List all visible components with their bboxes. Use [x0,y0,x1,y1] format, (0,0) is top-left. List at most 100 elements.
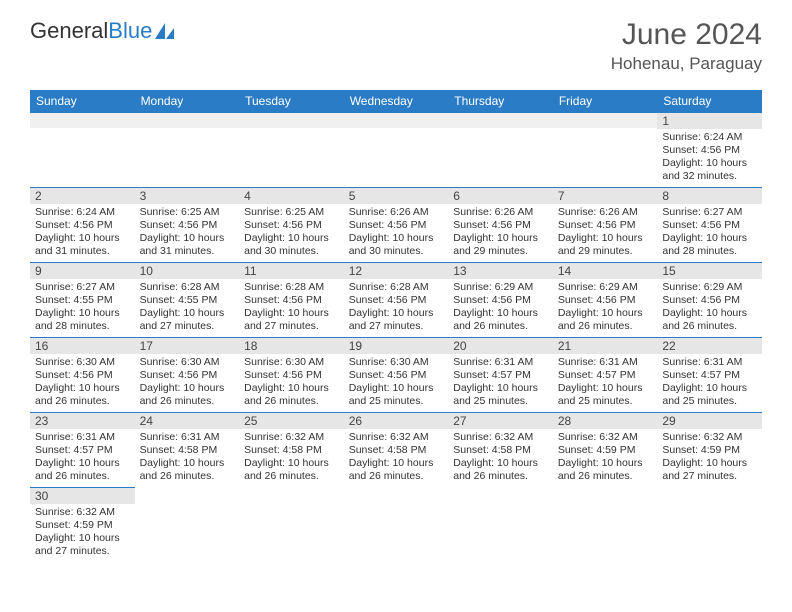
day-sunrise: Sunrise: 6:31 AM [35,431,130,444]
calendar-day-cell [448,487,553,562]
empty-day-bar [553,487,658,503]
calendar-day-cell [553,487,658,562]
day-sunset: Sunset: 4:59 PM [558,444,653,457]
calendar-day-cell: 10Sunrise: 6:28 AMSunset: 4:55 PMDayligh… [135,262,240,337]
day-sunset: Sunset: 4:56 PM [244,219,339,232]
day-daylight2: and 30 minutes. [349,245,444,258]
day-daylight1: Daylight: 10 hours [140,382,235,395]
day-sunrise: Sunrise: 6:26 AM [453,206,548,219]
day-sunset: Sunset: 4:56 PM [35,219,130,232]
day-number: 12 [344,262,449,279]
day-daylight1: Daylight: 10 hours [558,457,653,470]
day-daylight2: and 31 minutes. [35,245,130,258]
day-daylight1: Daylight: 10 hours [453,457,548,470]
calendar-week-row: 30Sunrise: 6:32 AMSunset: 4:59 PMDayligh… [30,487,762,562]
day-body: Sunrise: 6:32 AMSunset: 4:59 PMDaylight:… [30,504,135,562]
calendar-day-cell: 21Sunrise: 6:31 AMSunset: 4:57 PMDayligh… [553,337,658,412]
day-number: 30 [30,487,135,504]
day-number: 27 [448,412,553,429]
day-sunset: Sunset: 4:56 PM [140,219,235,232]
weekday-sunday: Sunday [30,90,135,112]
day-number: 6 [448,187,553,204]
empty-day-bar [135,112,240,128]
day-number: 8 [657,187,762,204]
day-daylight1: Daylight: 10 hours [662,382,757,395]
day-number: 28 [553,412,658,429]
calendar-day-cell: 7Sunrise: 6:26 AMSunset: 4:56 PMDaylight… [553,187,658,262]
day-body: Sunrise: 6:25 AMSunset: 4:56 PMDaylight:… [239,204,344,262]
day-body: Sunrise: 6:31 AMSunset: 4:58 PMDaylight:… [135,429,240,487]
day-body: Sunrise: 6:30 AMSunset: 4:56 PMDaylight:… [135,354,240,412]
empty-day-bar [344,112,449,128]
day-daylight2: and 31 minutes. [140,245,235,258]
day-body: Sunrise: 6:24 AMSunset: 4:56 PMDaylight:… [30,204,135,262]
calendar-day-cell [135,487,240,562]
weekday-friday: Friday [553,90,658,112]
day-daylight2: and 32 minutes. [662,170,757,183]
day-number: 4 [239,187,344,204]
calendar-day-cell: 17Sunrise: 6:30 AMSunset: 4:56 PMDayligh… [135,337,240,412]
day-body: Sunrise: 6:31 AMSunset: 4:57 PMDaylight:… [657,354,762,412]
day-sunset: Sunset: 4:56 PM [662,294,757,307]
day-sunrise: Sunrise: 6:29 AM [662,281,757,294]
calendar-day-cell [239,112,344,187]
calendar-day-cell: 28Sunrise: 6:32 AMSunset: 4:59 PMDayligh… [553,412,658,487]
calendar-day-cell: 3Sunrise: 6:25 AMSunset: 4:56 PMDaylight… [135,187,240,262]
day-daylight1: Daylight: 10 hours [244,307,339,320]
day-body: Sunrise: 6:30 AMSunset: 4:56 PMDaylight:… [344,354,449,412]
day-daylight1: Daylight: 10 hours [244,382,339,395]
calendar-week-row: 16Sunrise: 6:30 AMSunset: 4:56 PMDayligh… [30,337,762,412]
empty-day-bar [30,112,135,128]
day-body: Sunrise: 6:32 AMSunset: 4:59 PMDaylight:… [657,429,762,487]
day-daylight1: Daylight: 10 hours [453,232,548,245]
calendar-day-cell: 27Sunrise: 6:32 AMSunset: 4:58 PMDayligh… [448,412,553,487]
calendar-day-cell [30,112,135,187]
weekday-wednesday: Wednesday [344,90,449,112]
empty-day-bar [448,112,553,128]
empty-day-bar [239,487,344,503]
day-sunset: Sunset: 4:58 PM [140,444,235,457]
day-number: 3 [135,187,240,204]
day-sunset: Sunset: 4:56 PM [558,219,653,232]
weekday-monday: Monday [135,90,240,112]
calendar-week-row: 9Sunrise: 6:27 AMSunset: 4:55 PMDaylight… [30,262,762,337]
day-body: Sunrise: 6:30 AMSunset: 4:56 PMDaylight:… [239,354,344,412]
day-daylight2: and 26 minutes. [558,320,653,333]
day-daylight1: Daylight: 10 hours [662,457,757,470]
day-daylight2: and 28 minutes. [35,320,130,333]
day-number: 2 [30,187,135,204]
calendar-day-cell: 9Sunrise: 6:27 AMSunset: 4:55 PMDaylight… [30,262,135,337]
empty-day-bar [657,487,762,503]
day-daylight2: and 26 minutes. [349,470,444,483]
weekday-saturday: Saturday [657,90,762,112]
calendar-day-cell: 12Sunrise: 6:28 AMSunset: 4:56 PMDayligh… [344,262,449,337]
calendar-day-cell: 19Sunrise: 6:30 AMSunset: 4:56 PMDayligh… [344,337,449,412]
empty-day-bar [448,487,553,503]
day-body: Sunrise: 6:29 AMSunset: 4:56 PMDaylight:… [448,279,553,337]
day-daylight2: and 26 minutes. [453,320,548,333]
day-sunset: Sunset: 4:58 PM [244,444,339,457]
title-location: Hohenau, Paraguay [611,54,762,74]
calendar-day-cell: 13Sunrise: 6:29 AMSunset: 4:56 PMDayligh… [448,262,553,337]
day-number: 26 [344,412,449,429]
day-sunrise: Sunrise: 6:26 AM [558,206,653,219]
day-daylight1: Daylight: 10 hours [35,232,130,245]
empty-day-bar [553,112,658,128]
day-sunrise: Sunrise: 6:30 AM [35,356,130,369]
day-body: Sunrise: 6:31 AMSunset: 4:57 PMDaylight:… [553,354,658,412]
calendar-day-cell: 18Sunrise: 6:30 AMSunset: 4:56 PMDayligh… [239,337,344,412]
day-daylight1: Daylight: 10 hours [140,232,235,245]
day-sunset: Sunset: 4:56 PM [349,219,444,232]
day-number: 21 [553,337,658,354]
calendar-day-cell: 15Sunrise: 6:29 AMSunset: 4:56 PMDayligh… [657,262,762,337]
day-daylight1: Daylight: 10 hours [140,457,235,470]
day-sunrise: Sunrise: 6:31 AM [140,431,235,444]
title-month: June 2024 [611,18,762,52]
calendar-week-row: 2Sunrise: 6:24 AMSunset: 4:56 PMDaylight… [30,187,762,262]
day-sunrise: Sunrise: 6:24 AM [35,206,130,219]
day-sunset: Sunset: 4:56 PM [453,294,548,307]
calendar-day-cell: 20Sunrise: 6:31 AMSunset: 4:57 PMDayligh… [448,337,553,412]
logo: GeneralBlue [30,18,176,44]
calendar-week-row: 23Sunrise: 6:31 AMSunset: 4:57 PMDayligh… [30,412,762,487]
calendar-day-cell: 29Sunrise: 6:32 AMSunset: 4:59 PMDayligh… [657,412,762,487]
